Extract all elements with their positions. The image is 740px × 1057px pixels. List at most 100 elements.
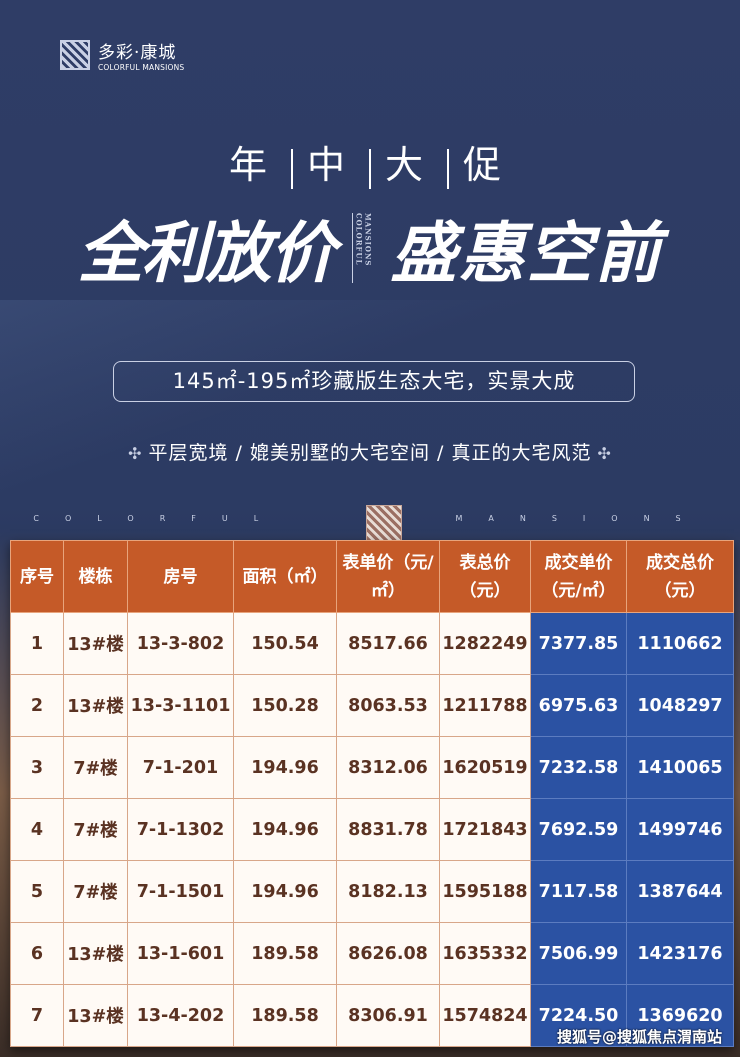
table-cell: 1211788	[439, 674, 531, 737]
table-cell: 8626.08	[336, 922, 440, 985]
table-row: 6 13#楼 13-1-601 189.58 8626.08 1635332 7506.99…	[10, 922, 734, 985]
logo-cn: 多彩·康城	[98, 43, 177, 63]
column-header: 表总价（元）	[439, 540, 531, 613]
table-cell: 8517.66	[336, 612, 440, 675]
table-cell: 7117.58	[530, 860, 627, 923]
table-cell: 7-1-1501	[127, 860, 234, 923]
divider	[369, 148, 371, 189]
column-header: 楼栋	[63, 540, 128, 613]
subline: ✣ 平层宽境 / 媲美别墅的大宅空间 / 真正的大宅风范 ✣	[0, 438, 740, 465]
ornament-icon: ✣	[128, 444, 143, 463]
table-cell: 1387644	[626, 860, 734, 923]
table-header-row: 序号 楼栋 房号 面积（㎡） 表单价（元/㎡） 表总价（元） 成交单价（元/㎡） 成交总价（元…	[10, 540, 734, 613]
table-cell: 13-4-202	[127, 984, 234, 1047]
table-cell: 8063.53	[336, 674, 440, 737]
ornament-icon: ✣	[597, 444, 612, 463]
table-cell: 150.54	[233, 612, 337, 675]
headline-char: 年	[228, 143, 277, 187]
table-cell: 1635332	[439, 922, 531, 985]
table-cell: 7232.58	[530, 736, 627, 799]
table-cell: 2	[10, 674, 64, 737]
table-cell: 1620519	[439, 736, 531, 799]
table-cell: 1499746	[626, 798, 734, 861]
table-cell: 7-1-1302	[127, 798, 234, 861]
table-cell: 7#楼	[63, 736, 128, 799]
table-cell: 7692.59	[530, 798, 627, 861]
table-cell: 189.58	[233, 922, 337, 985]
table-cell: 7#楼	[63, 798, 128, 861]
table-cell: 189.58	[233, 984, 337, 1047]
table-cell: 3	[10, 736, 64, 799]
table-cell: 13#楼	[63, 922, 128, 985]
table-cell: 13#楼	[63, 612, 128, 675]
table-cell: 13#楼	[63, 674, 128, 737]
slogan-left: 全利放价	[77, 214, 336, 292]
background-light-streak	[0, 300, 740, 520]
table-cell: 1282249	[439, 612, 531, 675]
divider	[290, 148, 293, 189]
table-cell: 13-3-1101	[127, 674, 234, 737]
table-cell: 1423176	[626, 922, 734, 985]
table-row: 1 13#楼 13-3-802 150.54 8517.66 1282249 7377.85…	[10, 612, 734, 675]
table-cell: 1410065	[626, 736, 734, 799]
table-cell: 7	[10, 984, 64, 1047]
band-left: COLORFUL	[33, 514, 285, 523]
brand-band: COLORFUL MANSIONS	[0, 514, 740, 523]
table-cell: 4	[10, 798, 64, 861]
table-cell: 7-1-201	[127, 736, 234, 799]
table-cell: 150.28	[233, 674, 337, 737]
slogan-right: 盛惠空前	[390, 214, 663, 292]
logo-badge-icon	[366, 505, 402, 541]
table-cell: 6975.63	[530, 674, 627, 737]
headline: 年中大促	[0, 134, 740, 189]
table-cell: 8182.13	[336, 860, 440, 923]
column-header: 成交单价（元/㎡）	[530, 540, 627, 613]
table-cell: 7224.50	[530, 984, 627, 1047]
headline-char: 大	[385, 143, 434, 187]
table-cell: 7506.99	[530, 922, 627, 985]
table-cell: 7377.85	[530, 612, 627, 675]
column-header: 序号	[10, 540, 64, 613]
column-header: 表单价（元/㎡）	[336, 540, 440, 613]
table-cell: 6	[10, 922, 64, 985]
table-cell: 194.96	[233, 860, 337, 923]
table-cell: 194.96	[233, 736, 337, 799]
table-cell: 1369620	[626, 984, 734, 1047]
table-cell: 8312.06	[336, 736, 440, 799]
table-cell: 1574824	[439, 984, 531, 1047]
table-cell: 1721843	[439, 798, 531, 861]
table-cell: 13-3-802	[127, 612, 234, 675]
table-cell: 1595188	[439, 860, 531, 923]
area-banner: 145㎡-195㎡珍藏版生态大宅，实景大成	[113, 361, 635, 402]
table-cell: 1110662	[626, 612, 734, 675]
table-cell: 5	[10, 860, 64, 923]
table-row: 5 7#楼 7-1-1501 194.96 8182.13 1595188 7117.58 1…	[10, 860, 734, 923]
table-cell: 1048297	[626, 674, 734, 737]
table-row: 3 7#楼 7-1-201 194.96 8312.06 1620519 7232.58 14…	[10, 736, 734, 799]
brand-logo: 多彩·康城 COLORFUL MANSIONS	[60, 38, 184, 72]
column-header: 面积（㎡）	[233, 540, 337, 613]
logo-pattern-icon	[60, 40, 90, 70]
watermark: 搜狐号@搜狐焦点渭南站	[556, 1028, 722, 1046]
table-row: 2 13#楼 13-3-1101 150.28 8063.53 1211788 6975.6…	[10, 674, 734, 737]
slogan-vertical: MANSIONS COLORFUL	[351, 213, 373, 283]
subline-text: 平层宽境 / 媲美别墅的大宅空间 / 真正的大宅风范	[148, 442, 592, 464]
column-header: 成交总价（元）	[626, 540, 734, 613]
table-cell: 8306.91	[336, 984, 440, 1047]
logo-en: COLORFUL MANSIONS	[98, 63, 185, 72]
headline-char: 促	[463, 143, 512, 187]
divider	[447, 148, 450, 189]
table-cell: 13#楼	[63, 984, 128, 1047]
table-cell: 1	[10, 612, 64, 675]
price-table: 序号 楼栋 房号 面积（㎡） 表单价（元/㎡） 表总价（元） 成交单价（元/㎡） 成交总价（元…	[10, 540, 734, 1047]
table-cell: 194.96	[233, 798, 337, 861]
table-cell: 8831.78	[336, 798, 440, 861]
band-right: MANSIONS	[455, 514, 707, 523]
table-cell: 7#楼	[63, 860, 128, 923]
table-row: 7 13#楼 13-4-202 189.58 8306.91 1574824 7224.50…	[10, 984, 734, 1047]
table-row: 4 7#楼 7-1-1302 194.96 8831.78 1721843 7692.59 1…	[10, 798, 734, 861]
slogan: 全利放价 MANSIONS COLORFUL 盛惠空前	[0, 200, 740, 296]
headline-char: 中	[306, 143, 355, 187]
column-header: 房号	[127, 540, 234, 613]
table-cell: 13-1-601	[127, 922, 234, 985]
